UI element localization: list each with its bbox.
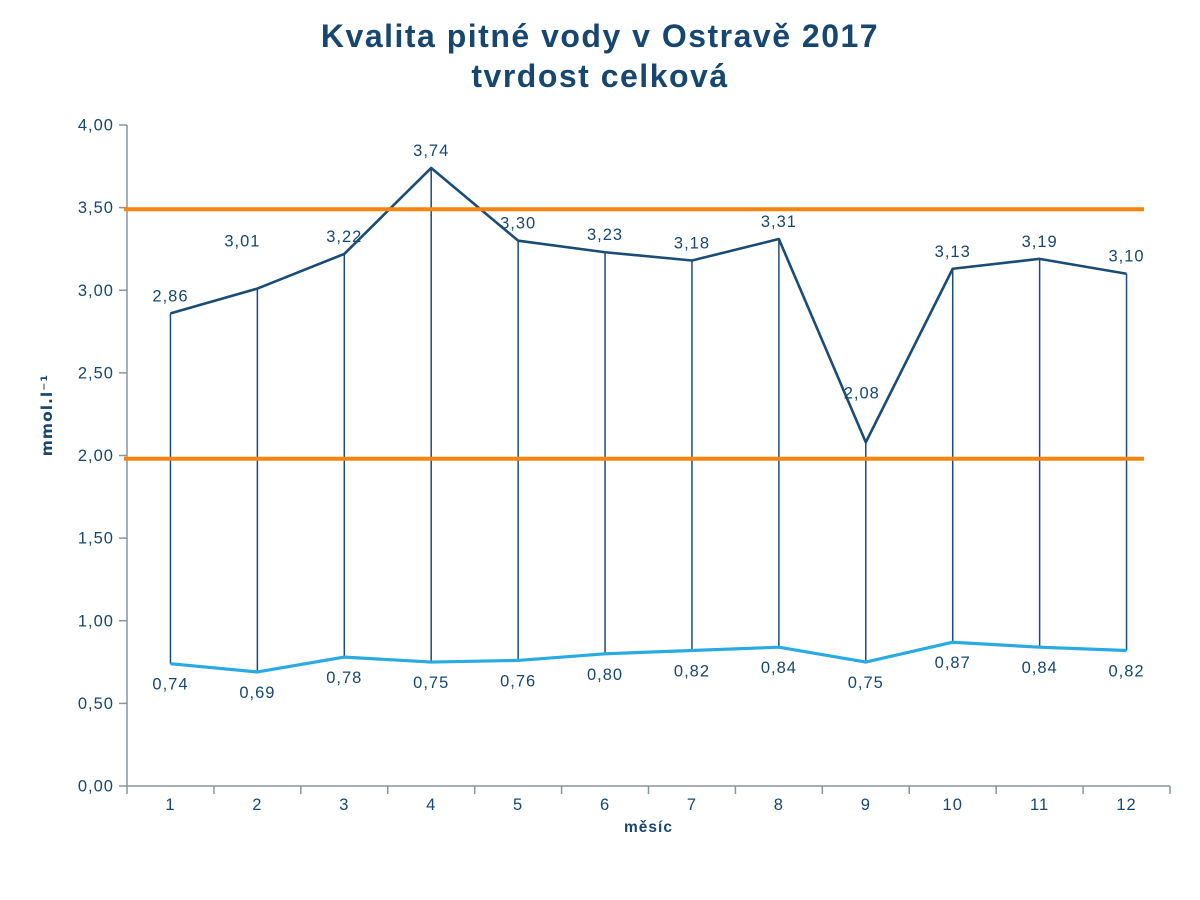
data-label-lower: 0,75 [848, 674, 884, 692]
x-month-label: 7 [687, 796, 697, 814]
data-label-upper: 3,30 [500, 215, 536, 233]
data-label-lower: 0,69 [239, 684, 275, 702]
chart-title-line2: tvrdost celková [471, 58, 729, 94]
x-month-label: 2 [252, 796, 262, 814]
upper-series-line [170, 166, 1127, 444]
x-month-label: 1 [165, 796, 175, 814]
y-tick-label: 0,00 [78, 778, 114, 796]
data-label-upper: 3,13 [935, 243, 971, 261]
data-label-lower: 0,74 [152, 676, 188, 694]
x-month-label: 3 [339, 796, 349, 814]
data-label-upper: 2,86 [152, 287, 188, 305]
data-label-lower: 0,75 [413, 674, 449, 692]
x-month-label: 5 [513, 796, 523, 814]
data-label-upper: 3,23 [587, 226, 623, 244]
data-label-lower: 0,87 [935, 654, 971, 672]
data-label-upper: 3,19 [1022, 233, 1058, 251]
y-tick-label: 0,50 [78, 695, 114, 713]
x-month-label: 4 [426, 796, 436, 814]
data-label-lower: 0,82 [1108, 662, 1144, 680]
data-label-upper: 3,18 [674, 235, 710, 253]
x-month-label: 8 [774, 796, 784, 814]
plot-area: 0,000,501,001,502,002,503,003,504,001 2 3 4… [78, 117, 1171, 814]
data-label-lower: 0,84 [761, 659, 797, 677]
data-label-lower: 0,76 [500, 672, 536, 690]
y-tick-label: 3,50 [78, 199, 114, 217]
data-label-lower: 0,80 [587, 666, 623, 684]
y-tick-label: 2,00 [78, 447, 114, 465]
data-label-upper: 3,74 [413, 142, 449, 160]
x-month-label: 11 [1030, 796, 1049, 814]
y-tick-label: 1,00 [78, 612, 114, 630]
lower-series-line [170, 640, 1127, 674]
y-tick-label: 2,50 [78, 364, 114, 382]
x-month-label: 10 [943, 796, 963, 814]
y-tick-label: 1,50 [78, 530, 114, 548]
data-label-lower: 0,78 [326, 669, 362, 687]
x-month-label: 9 [861, 796, 871, 814]
y-axis-title: mmol.l⁻¹ [38, 374, 56, 456]
data-label-upper: 3,01 [224, 233, 260, 251]
data-label-upper: 3,31 [761, 213, 797, 231]
x-month-label: 6 [600, 796, 610, 814]
data-label-upper: 3,10 [1108, 248, 1144, 266]
data-label-lower: 0,84 [1022, 659, 1058, 677]
chart-title: Kvalita pitné vody v Ostravě 2017 tvrdos… [0, 0, 1200, 96]
data-label-upper: 3,22 [326, 228, 362, 246]
data-label-upper: 2,08 [844, 384, 880, 402]
y-tick-label: 3,00 [78, 282, 114, 300]
x-month-label: 12 [1116, 796, 1136, 814]
data-label-lower: 0,82 [674, 662, 710, 680]
y-tick-label: 4,00 [78, 117, 114, 135]
chart-title-line1: Kvalita pitné vody v Ostravě 2017 [320, 18, 880, 54]
x-axis-title: měsíc [624, 819, 673, 836]
